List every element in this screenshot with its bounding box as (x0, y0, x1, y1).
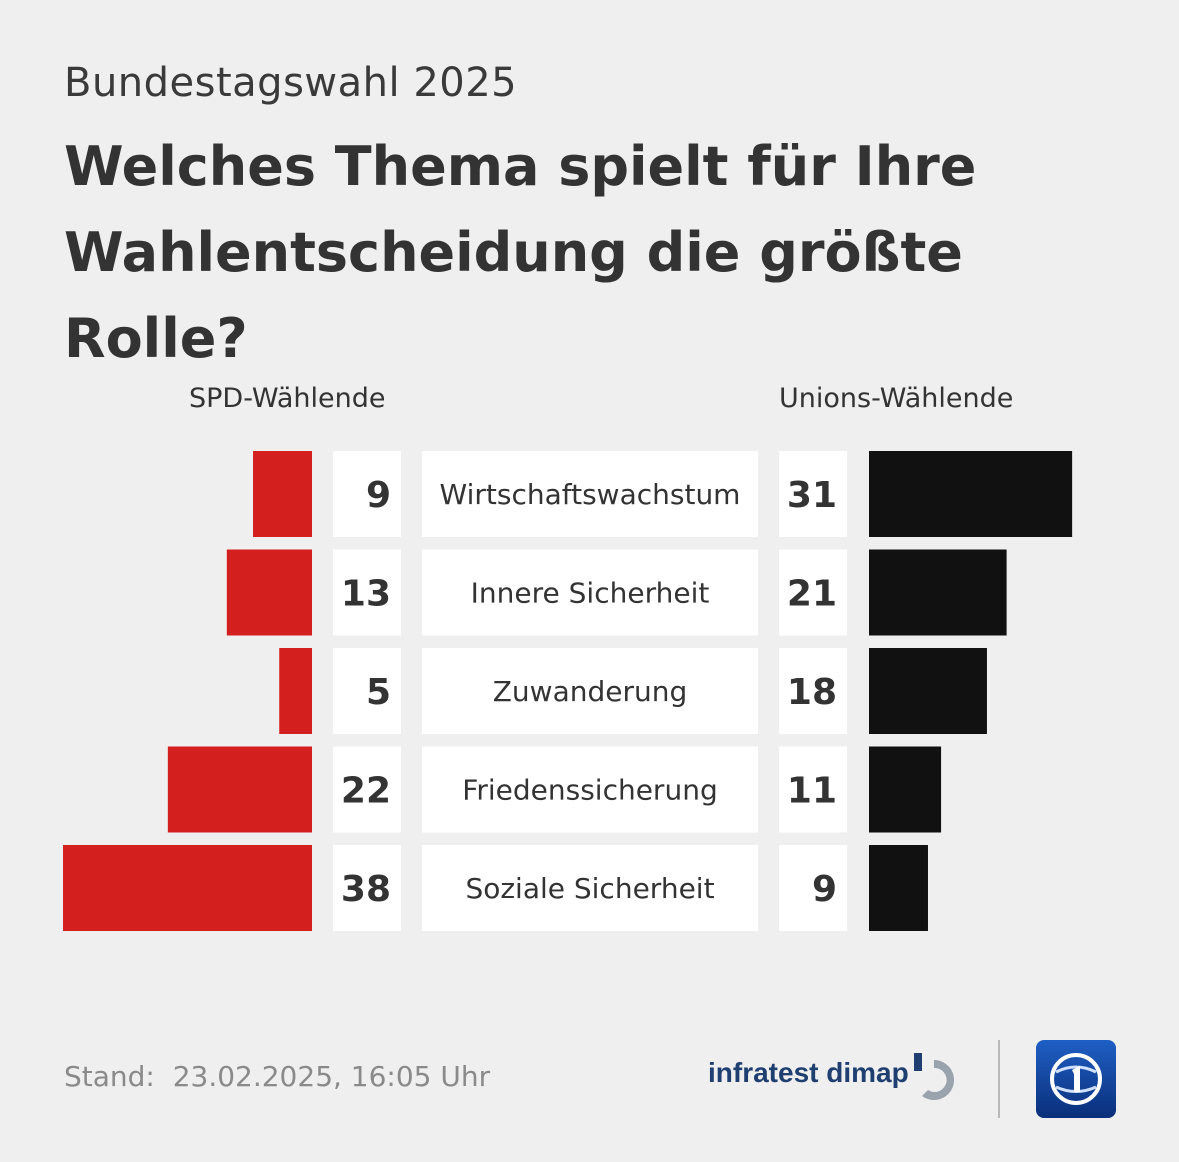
category-label: Zuwanderung (493, 675, 688, 708)
bar-spd (63, 845, 312, 931)
bar-spd (253, 451, 312, 537)
legend-spd: SPD-Wählende (189, 383, 386, 414)
value-box-union (779, 845, 847, 931)
tagesschau-logo-icon (1036, 1040, 1116, 1118)
value-label-spd: 22 (341, 771, 391, 812)
category-box (422, 648, 758, 734)
stand-value: 23.02.2025, 16:05 Uhr (172, 1060, 491, 1093)
value-label-union: 21 (787, 574, 837, 615)
category-box (422, 451, 758, 537)
bar-spd (226, 549, 312, 636)
category-box (422, 549, 758, 636)
value-box-union (779, 451, 847, 537)
chart-title: Welches Thema spielt für Ihre Wahlentsch… (64, 135, 977, 370)
bar-union (869, 451, 1073, 537)
value-label-spd: 13 (341, 574, 391, 615)
bar-spd (279, 648, 312, 734)
value-label-spd: 5 (366, 672, 391, 713)
category-label: Wirtschaftswachstum (440, 478, 741, 511)
value-label-union: 31 (787, 475, 837, 516)
value-label-spd: 38 (341, 869, 391, 910)
value-box-union (779, 746, 847, 833)
value-label-union: 18 (787, 672, 837, 713)
value-box-spd (333, 845, 401, 931)
value-label-spd: 9 (366, 475, 391, 516)
footer-stand: Stand: 23.02.2025, 16:05 Uhr (64, 1060, 490, 1093)
category-box (422, 845, 758, 931)
stand-label: Stand: (64, 1060, 155, 1093)
bar-spd (167, 746, 312, 833)
category-label: Innere Sicherheit (471, 577, 710, 610)
category-label: Friedenssicherung (462, 774, 717, 807)
value-label-union: 9 (812, 869, 837, 910)
value-box-spd (333, 648, 401, 734)
value-box-spd (333, 451, 401, 537)
bar-union (869, 845, 928, 931)
category-label: Soziale Sicherheit (465, 872, 714, 905)
value-box-union (779, 648, 847, 734)
infratest-dimap-logo-icon (914, 1053, 954, 1100)
chart-subtitle: Bundestagswahl 2025 (64, 60, 518, 106)
value-box-union (779, 549, 847, 636)
footer-divider (998, 1040, 1000, 1118)
bar-union (869, 648, 987, 734)
legend-union: Unions-Wählende (779, 383, 1014, 414)
bar-union (869, 549, 1007, 636)
bar-union (869, 746, 942, 833)
value-box-spd (333, 746, 401, 833)
value-label-union: 11 (787, 771, 837, 812)
value-box-spd (333, 549, 401, 636)
brand-name: infratest dimap (708, 1057, 909, 1088)
category-box (422, 746, 758, 833)
